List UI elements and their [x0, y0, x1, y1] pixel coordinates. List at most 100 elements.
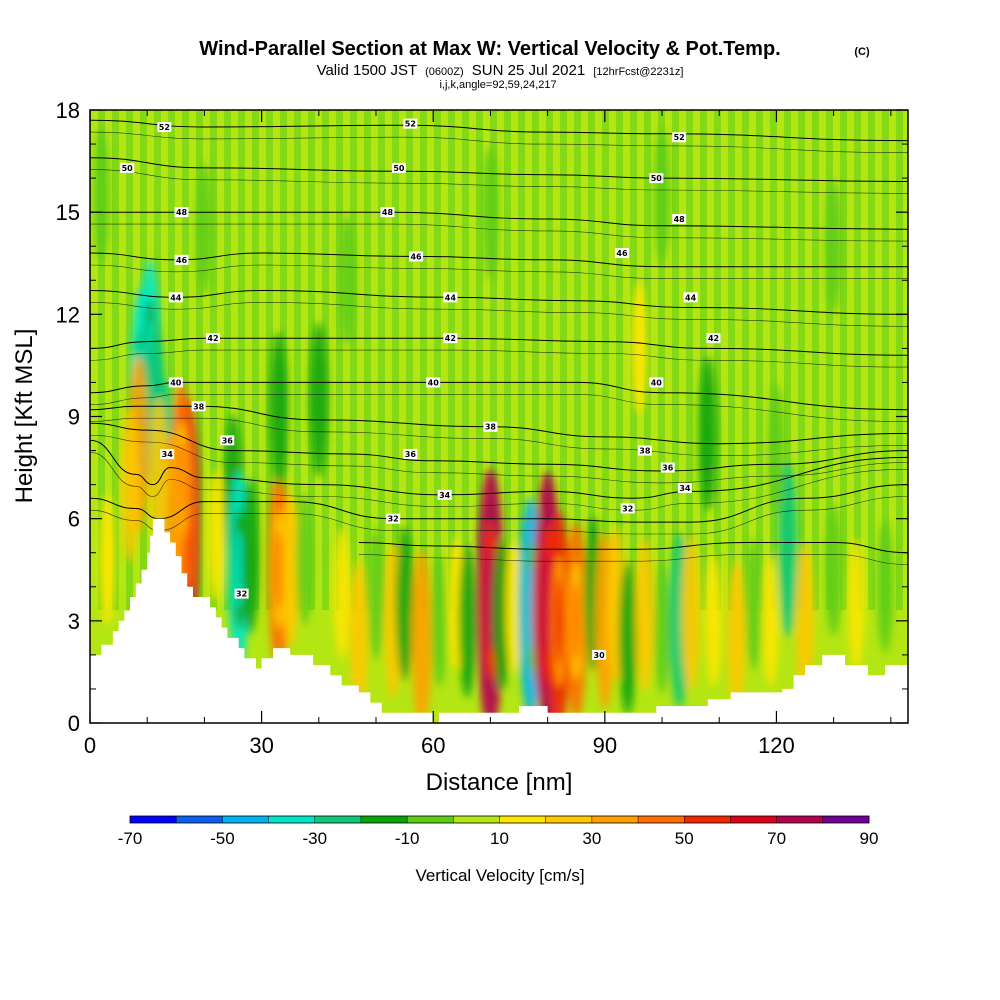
x-tick-label: 30	[249, 733, 273, 758]
velocity-cell	[333, 527, 350, 660]
colorbar-segment	[222, 816, 269, 823]
colorbar-segment	[545, 816, 593, 823]
title-mark: (C)	[854, 46, 870, 58]
y-tick-label: 0	[68, 711, 80, 736]
isentrope-50	[90, 157, 908, 182]
contour-label-box	[409, 251, 424, 262]
isentrope-44	[90, 289, 908, 315]
terrain	[90, 518, 908, 723]
contour-label: 52	[674, 133, 685, 142]
velocity-cell	[458, 543, 477, 698]
colorbar-segment	[360, 816, 408, 823]
colorbar-segment	[176, 816, 223, 823]
y-tick-label: 9	[68, 405, 80, 430]
contour-label: 36	[405, 450, 417, 459]
contour-label: 34	[162, 450, 174, 459]
velocity-cell	[825, 503, 842, 636]
contour-label: 44	[685, 293, 697, 302]
contour-label-box	[706, 333, 721, 344]
isentrope-52	[90, 119, 908, 142]
velocity-cell	[654, 129, 671, 262]
colorbar-segment	[591, 816, 639, 823]
velocity-cells	[93, 129, 894, 723]
contour-label-box	[403, 118, 418, 129]
contour-label-box	[443, 292, 458, 303]
velocity-cell	[777, 461, 798, 638]
isentrope-48	[90, 211, 908, 230]
velocity-cell-core	[485, 547, 496, 654]
contour-label: 38	[193, 402, 205, 411]
velocity-cell	[505, 541, 522, 674]
velocity-cell	[762, 554, 779, 687]
x-tick-label: 0	[84, 733, 96, 758]
x-tick-label: 60	[421, 733, 445, 758]
contour-label: 42	[445, 334, 456, 343]
velocity-cell	[121, 407, 140, 562]
velocity-cell	[296, 493, 313, 626]
velocity-cell	[99, 493, 116, 626]
velocity-cell	[339, 214, 356, 347]
contour-label-box	[637, 445, 652, 456]
contour-label: 36	[662, 464, 674, 473]
velocity-cell-core	[572, 581, 581, 661]
velocity-cell	[877, 520, 894, 653]
contour-label-box	[683, 292, 698, 303]
contour-label: 40	[170, 378, 182, 387]
contour-label: 32	[236, 590, 247, 599]
velocity-cell	[631, 282, 648, 415]
contour-label-box	[677, 483, 692, 494]
contour-label-box	[120, 162, 135, 173]
x-axis-label: Distance [nm]	[426, 769, 573, 796]
colorbar-segment	[453, 816, 500, 823]
contour-label-box	[168, 377, 183, 388]
contour-label: 48	[176, 208, 188, 217]
terrain-layer	[90, 518, 908, 723]
isentrope-minor	[90, 394, 908, 422]
velocity-cell	[269, 332, 288, 487]
isentrope-minor	[90, 417, 908, 457]
colorbar-tick-label: -50	[210, 829, 235, 848]
y-axis-label: Height [Kft MSL]	[11, 329, 38, 504]
contour-label: 42	[207, 334, 218, 343]
contour-label: 32	[388, 515, 399, 524]
subtitle-utc: (0600Z)	[425, 66, 464, 78]
contour-label-box	[620, 503, 635, 514]
subtitle-date: SUN 25 Jul 2021	[472, 62, 585, 79]
velocity-cell	[848, 537, 865, 670]
colorbar-tick-label: 50	[675, 829, 694, 848]
colorbar-label: Vertical Velocity [cm/s]	[415, 866, 584, 885]
velocity-cell	[241, 479, 260, 634]
contour-label-box	[483, 421, 498, 432]
contour-label-box	[174, 254, 189, 265]
velocity-cell	[281, 492, 300, 647]
velocity-cell	[395, 526, 414, 681]
velocity-cell	[309, 322, 328, 477]
contour-label: 52	[405, 120, 416, 129]
chart-title: Wind-Parallel Section at Max W: Vertical…	[199, 38, 780, 60]
contour-label-box	[160, 448, 175, 459]
contour-label-box	[672, 132, 687, 143]
velocity-cell	[482, 146, 499, 279]
velocity-cell	[635, 537, 654, 692]
contour-label: 40	[651, 378, 663, 387]
colorbar-segment	[314, 816, 362, 823]
contour-label-box	[426, 377, 441, 388]
velocity-cell	[349, 560, 368, 715]
contour-label: 34	[439, 491, 451, 500]
isentrope-lines	[90, 119, 908, 565]
isentrope-minor	[90, 434, 908, 484]
velocity-cell	[411, 549, 432, 723]
colorbar-tick-label: 10	[490, 829, 509, 848]
colorbar-tick-label: -30	[302, 829, 327, 848]
isentrope-minor	[90, 349, 908, 368]
y-tick-label: 15	[56, 200, 80, 225]
velocity-cell	[196, 163, 213, 296]
contour-label: 46	[616, 249, 628, 258]
contour-label: 44	[170, 293, 182, 302]
isentrope-minor	[90, 169, 908, 194]
contour-label-box	[649, 173, 664, 184]
colorbar-segment	[822, 816, 870, 823]
colorbar-tick-label: -10	[395, 829, 420, 848]
velocity-cell-core	[274, 530, 283, 610]
